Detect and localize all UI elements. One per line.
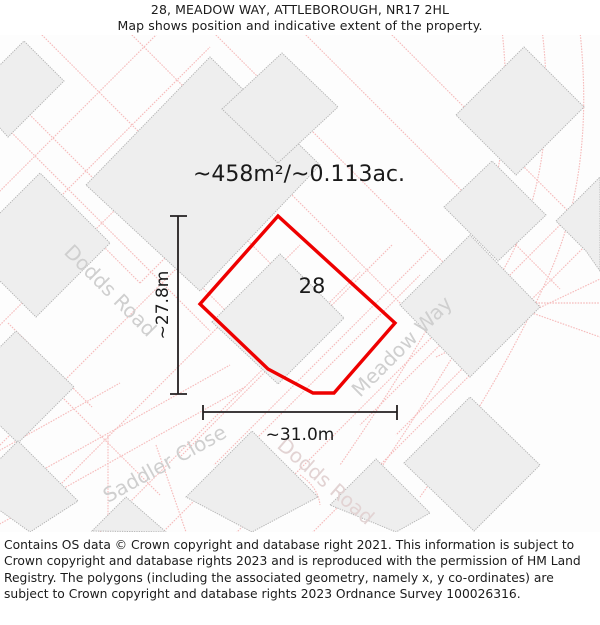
area-label: ~458m²/~0.113ac. — [193, 162, 405, 187]
building-footprints — [0, 40, 600, 532]
map-canvas[interactable]: Dodds Road Meadow Way Saddler Close Dodd… — [0, 35, 600, 532]
page-title: 28, MEADOW WAY, ATTLEBOROUGH, NR17 2HL — [150, 2, 450, 17]
dimension-label-vertical: ~27.8m — [153, 271, 173, 340]
page-subtitle: Map shows position and indicative extent… — [117, 18, 483, 33]
map-svg[interactable]: Dodds Road Meadow Way Saddler Close Dodd… — [0, 35, 600, 532]
copyright-text: Contains OS data © Crown copyright and d… — [4, 538, 581, 602]
dimension-lines — [170, 215, 398, 420]
page-header: 28, MEADOW WAY, ATTLEBOROUGH, NR17 2HL M… — [0, 0, 600, 35]
copyright-footer: Contains OS data © Crown copyright and d… — [0, 534, 600, 603]
plot-number-label: 28 — [299, 274, 326, 298]
property-boundary-polygon[interactable] — [197, 213, 398, 395]
dimension-label-horizontal: ~31.0m — [266, 425, 335, 445]
